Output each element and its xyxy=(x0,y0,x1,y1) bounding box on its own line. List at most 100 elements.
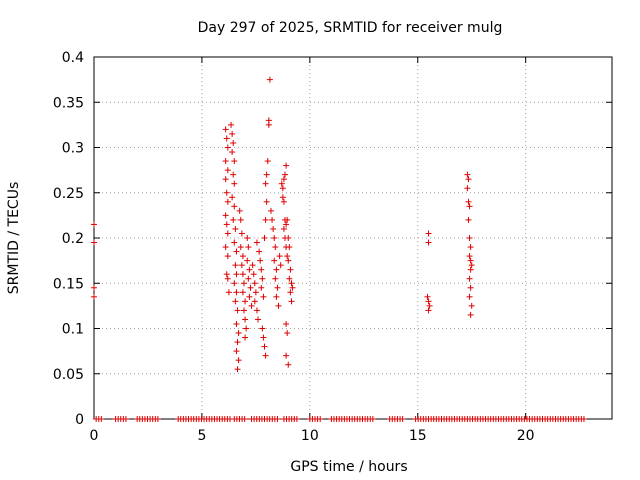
data-point xyxy=(233,248,240,255)
data-point xyxy=(246,266,253,273)
data-point xyxy=(224,253,231,260)
data-point xyxy=(222,212,229,219)
data-point xyxy=(244,257,251,264)
data-point xyxy=(222,126,229,133)
data-point xyxy=(284,253,291,260)
data-point xyxy=(466,203,473,210)
y-tick-label: 0.1 xyxy=(62,322,84,338)
data-point xyxy=(233,348,240,355)
data-point xyxy=(465,176,472,183)
data-point xyxy=(243,325,250,332)
data-point xyxy=(224,198,231,205)
data-point xyxy=(242,298,249,305)
data-point xyxy=(287,289,294,296)
data-point xyxy=(283,221,290,228)
data-point xyxy=(262,352,269,359)
data-point xyxy=(91,221,97,228)
data-point xyxy=(232,262,239,269)
data-point xyxy=(229,130,236,137)
data-point xyxy=(247,284,254,291)
data-point xyxy=(238,230,245,237)
data-point xyxy=(242,316,249,323)
data-point xyxy=(274,284,281,291)
data-point xyxy=(231,158,238,165)
data-point xyxy=(239,271,246,278)
data-point xyxy=(244,235,251,241)
x-tick-label: 5 xyxy=(197,428,206,444)
data-point xyxy=(260,293,267,300)
data-point xyxy=(250,271,257,278)
data-point xyxy=(465,216,472,223)
data-point xyxy=(229,149,236,156)
data-point xyxy=(235,357,242,364)
data-point xyxy=(242,334,249,341)
data-point xyxy=(241,280,248,287)
data-point xyxy=(234,339,241,346)
data-point xyxy=(253,307,260,314)
data-point xyxy=(122,416,129,422)
data-point xyxy=(284,216,291,223)
data-point xyxy=(262,180,269,187)
data-point xyxy=(230,216,237,223)
data-point xyxy=(233,289,240,296)
data-point xyxy=(237,244,244,251)
data-point xyxy=(233,320,240,327)
x-tick-label: 15 xyxy=(409,428,427,444)
data-point xyxy=(224,144,231,151)
data-point xyxy=(280,176,287,183)
data-point xyxy=(468,302,475,309)
data-point xyxy=(277,262,284,269)
data-point xyxy=(237,216,244,223)
data-point xyxy=(223,221,230,228)
data-point xyxy=(369,416,376,422)
data-point xyxy=(271,235,278,241)
data-point xyxy=(467,266,474,273)
data-point xyxy=(232,225,239,232)
data-point xyxy=(261,343,268,350)
data-point xyxy=(253,239,260,246)
x-tick-label: 20 xyxy=(517,428,535,444)
data-point xyxy=(425,307,432,314)
data-point xyxy=(231,180,238,187)
data-point xyxy=(225,289,232,296)
data-point xyxy=(467,244,474,251)
data-point xyxy=(91,239,97,246)
data-point xyxy=(288,298,295,305)
data-point xyxy=(426,302,433,309)
data-point xyxy=(223,135,230,142)
data-point xyxy=(256,248,263,255)
data-point xyxy=(91,284,97,291)
y-tick-label: 0.25 xyxy=(53,186,84,202)
data-point xyxy=(265,121,272,128)
chart-title: Day 297 of 2025, SRMTID for receiver mul… xyxy=(198,20,503,36)
y-tick-label: 0.35 xyxy=(53,95,84,111)
data-point xyxy=(425,298,432,305)
data-point xyxy=(279,185,286,192)
data-point xyxy=(231,239,238,246)
data-point xyxy=(154,416,161,422)
data-point xyxy=(287,266,294,273)
data-point xyxy=(249,262,256,269)
y-tick-label: 0.3 xyxy=(62,141,84,157)
data-point xyxy=(274,416,281,422)
data-point xyxy=(293,416,300,422)
data-point xyxy=(231,203,238,210)
data-point xyxy=(466,275,473,282)
data-point xyxy=(270,225,277,232)
data-point xyxy=(467,284,474,291)
y-tick-label: 0.2 xyxy=(62,231,84,247)
data-point xyxy=(259,275,266,282)
data-point xyxy=(234,366,241,373)
data-point xyxy=(468,262,475,269)
data-point xyxy=(232,298,239,305)
data-point xyxy=(272,275,279,282)
data-point xyxy=(283,320,290,327)
data-point xyxy=(399,416,406,422)
y-tick-label: 0.05 xyxy=(53,367,84,383)
data-point xyxy=(424,293,431,300)
x-tick-label: 10 xyxy=(301,428,319,444)
data-point xyxy=(257,257,264,264)
data-point xyxy=(98,416,105,422)
x-axis-label: GPS time / hours xyxy=(290,459,407,475)
